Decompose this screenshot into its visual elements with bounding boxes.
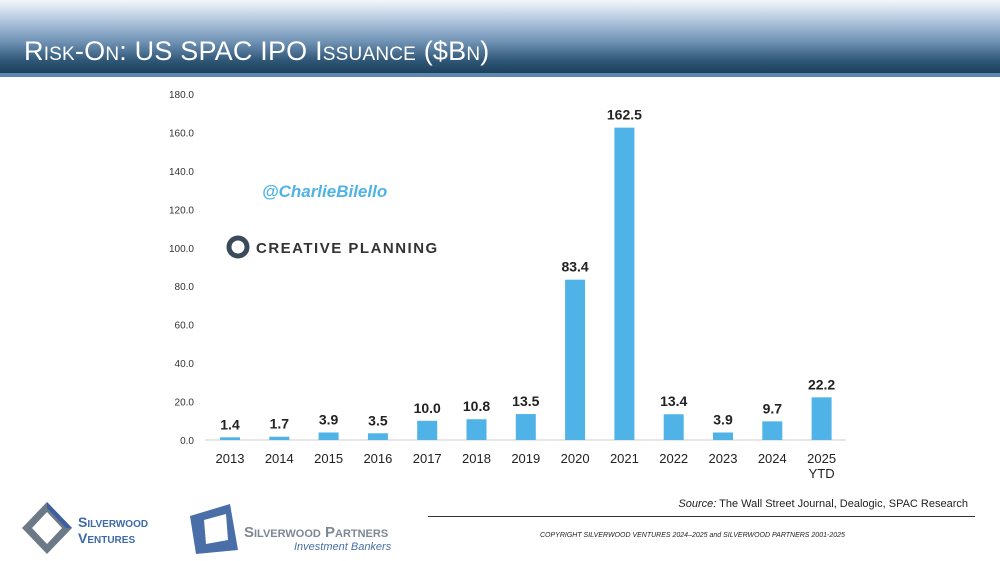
silverwood-ventures-logo: Silverwood Ventures (20, 500, 148, 561)
x-tick-label: 2013 (216, 451, 245, 466)
x-tick-label: YTD (809, 466, 835, 481)
data-label: 1.7 (270, 416, 290, 432)
bar-2022 (663, 414, 684, 440)
x-tick-label: 2014 (265, 451, 294, 466)
data-label: 83.4 (561, 259, 588, 275)
x-tick-label: 2018 (462, 451, 491, 466)
bar-2024 (762, 421, 783, 440)
y-tick-label: 160.0 (169, 128, 194, 139)
logo2-name: Silverwood Partners (244, 524, 389, 541)
data-label: 3.9 (319, 412, 339, 428)
page-title: Risk-On: US SPAC IPO Issuance ($Bn) (24, 36, 490, 66)
y-tick-label: 120.0 (169, 205, 194, 216)
bar-2017 (417, 420, 438, 440)
data-label: 9.7 (763, 400, 783, 416)
data-label: 22.2 (808, 376, 835, 392)
data-label: 3.5 (368, 412, 388, 428)
bar-2019 (515, 414, 536, 440)
y-tick-label: 140.0 (169, 167, 194, 178)
y-tick-label: 180.0 (169, 90, 194, 101)
bar-2014 (269, 436, 290, 440)
x-tick-label: 2019 (511, 451, 540, 466)
watermark-handle: @CharlieBilello (262, 182, 387, 201)
data-label: 13.5 (512, 393, 539, 409)
x-tick-label: 2021 (610, 451, 639, 466)
bar-2021 (614, 127, 635, 440)
data-label: 3.9 (713, 412, 733, 428)
x-tick-label: 2020 (561, 451, 590, 466)
y-tick-label: 60.0 (175, 321, 195, 332)
bar-2015 (318, 432, 339, 440)
x-tick-label: 2023 (709, 451, 738, 466)
source-label: Source: (678, 498, 717, 510)
square-logo-icon (190, 504, 238, 554)
bar-2013 (220, 437, 240, 440)
y-tick-label: 100.0 (169, 244, 194, 255)
diamond-logo-icon (22, 502, 72, 554)
x-tick-label: 2025 (807, 451, 836, 466)
logo1-line2: Ventures (78, 530, 136, 546)
data-label: 10.0 (414, 400, 441, 416)
logo2-tagline: Investment Bankers (294, 541, 392, 553)
y-tick-label: 40.0 (175, 359, 195, 370)
y-tick-label: 20.0 (175, 398, 195, 409)
data-label: 162.5 (607, 107, 642, 123)
x-tick-label: 2016 (363, 451, 392, 466)
logo1-line1: Silverwood (78, 514, 149, 530)
source-note: Source: The Wall Street Journal, Dealogi… (678, 498, 968, 510)
bar-2023 (713, 432, 733, 440)
watermark-brand: CREATIVE PLANNING (256, 240, 439, 257)
source-text: The Wall Street Journal, Dealogic, SPAC … (719, 498, 968, 510)
y-tick-label: 80.0 (175, 282, 195, 293)
x-tick-label: 2017 (413, 451, 442, 466)
data-label: 13.4 (660, 393, 687, 409)
header-bar (0, 0, 1000, 76)
x-tick-label: 2024 (758, 451, 787, 466)
bar-2020 (565, 279, 586, 440)
x-tick-label: 2015 (314, 451, 343, 466)
bar-2025-YTD (811, 397, 832, 440)
silverwood-partners-logo: Silverwood Partners Investment Bankers (186, 502, 391, 561)
y-tick-label: 0.0 (180, 436, 194, 447)
copyright: COPYRIGHT SILVERWOOD VENTURES 2024–2025 … (540, 532, 845, 539)
data-label: 10.8 (463, 398, 490, 414)
x-tick-label: 2022 (659, 451, 688, 466)
creative-planning-logo-icon (226, 235, 250, 259)
data-label: 1.4 (220, 416, 240, 432)
footer-rule (428, 516, 975, 517)
bar-2016 (367, 433, 388, 440)
header-divider (0, 73, 1000, 77)
bar-2018 (466, 419, 487, 440)
